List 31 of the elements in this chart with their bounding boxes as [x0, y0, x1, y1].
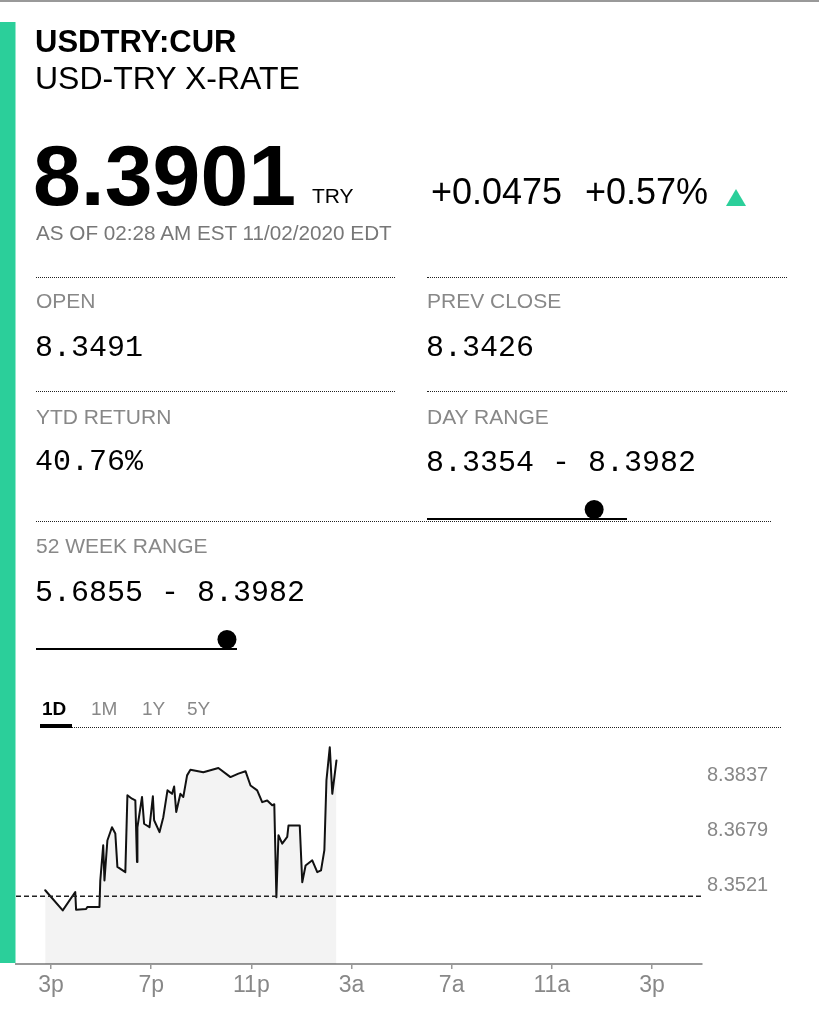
text: PREV CLOSE [427, 289, 562, 313]
text: 8.3491 [35, 331, 144, 365]
chart-subtitle: USD-TRY X-RATE [35, 60, 300, 97]
x-tick-label: 3p [639, 971, 665, 998]
y-tick-label: 8.3679 [707, 817, 769, 840]
text: 1D [42, 697, 67, 719]
text: 8.3354 - 8.3982 [426, 446, 697, 480]
text: 1Y [142, 697, 166, 719]
text: 5.6855 - 8.3982 [35, 576, 306, 610]
text: AS OF 02:28 AM EST 11/02/2020 EDT [36, 221, 392, 245]
text: 52 WEEK RANGE [36, 534, 208, 558]
x-tick-label: 3p [38, 971, 64, 998]
x-tick-label: 11a [533, 971, 571, 998]
text: TRY [312, 184, 354, 208]
text: OPEN [36, 289, 96, 313]
text: 40.76% [35, 445, 144, 479]
text: +0.57% [585, 170, 709, 212]
text: +0.0475 [431, 170, 563, 212]
text: 8.3426 [426, 331, 535, 365]
x-tick-label: 7p [138, 971, 164, 998]
x-tick-label: 11p [233, 971, 270, 998]
x-tick-label: 7a [438, 971, 465, 998]
chart-title: USDTRY:CUR [35, 24, 237, 60]
text: 1M [91, 697, 118, 719]
text: 5Y [187, 697, 211, 719]
text: YTD RETURN [36, 405, 172, 429]
text: 8.3901 [33, 127, 297, 224]
y-tick-label: 8.3837 [707, 762, 769, 785]
x-tick-label: 3a [338, 971, 365, 998]
y-tick-label: 8.3521 [707, 872, 769, 895]
text: DAY RANGE [427, 405, 549, 429]
